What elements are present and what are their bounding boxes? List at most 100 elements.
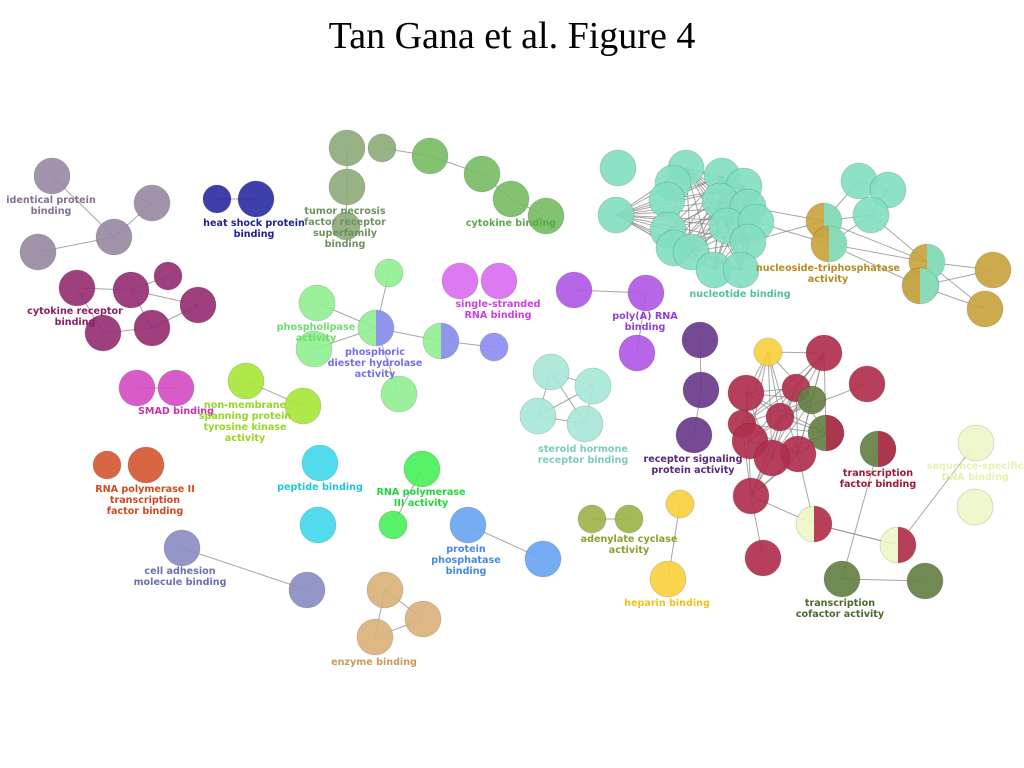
edge — [181, 547, 308, 591]
label-nonmem: non-membrane spanning protein tyrosine kin… — [199, 400, 292, 444]
label-line: binding — [325, 239, 366, 250]
node-nonmem — [284, 387, 322, 425]
label-line: diester hydrolase — [328, 358, 423, 369]
label-tnf: tumor necrosis factor receptor superfamily… — [304, 206, 386, 250]
label-steroid: steroid hormone receptor binding — [538, 444, 629, 466]
node-receptor — [681, 321, 719, 359]
node-tf — [848, 365, 886, 403]
label-phosphodiester: phosphoric diester hydrolase activity — [328, 347, 423, 380]
label-line: binding — [234, 229, 275, 240]
label-line: protein — [446, 544, 486, 555]
node-cytrec — [153, 261, 183, 291]
node-cytokine — [463, 155, 501, 193]
label-line: RNA polymerase II — [95, 484, 195, 495]
node-identical — [95, 218, 133, 256]
label-line: receptor binding — [538, 455, 629, 466]
node-cofactor — [906, 562, 944, 600]
node-tf — [744, 539, 782, 577]
label-line: RNA polymerase — [376, 487, 466, 498]
node-rnapol3 — [403, 450, 441, 488]
node-enzyme — [404, 600, 442, 638]
label-line: non-membrane — [204, 400, 287, 411]
node-polya — [627, 274, 665, 312]
label-polya: poly(A) RNA binding — [612, 311, 678, 333]
label-line: sequence-specific — [927, 461, 1024, 472]
label-line: factor binding — [840, 479, 917, 490]
label-phosphatase: protein phosphatase binding — [431, 544, 501, 577]
label-line: protein activity — [651, 465, 735, 476]
node-ntpase — [974, 251, 1012, 289]
node-nonmem — [227, 362, 265, 400]
node-cytrec — [58, 269, 96, 307]
label-line: activity — [225, 433, 266, 444]
node-steroid — [532, 353, 570, 391]
node-polya — [555, 271, 593, 309]
node-phospholipase — [374, 258, 404, 288]
edge — [897, 442, 977, 546]
node-seqspec — [956, 488, 994, 526]
node-cofactor — [797, 385, 827, 415]
node-nucleotide — [599, 149, 637, 187]
node-heparin — [665, 489, 695, 519]
node-identical — [33, 157, 71, 195]
node-ssrna — [480, 262, 518, 300]
node-cytrec — [112, 271, 150, 309]
label-line: cell adhesion — [144, 566, 215, 577]
node-adenylate — [614, 504, 644, 534]
label-identical: identical protein binding — [6, 195, 96, 217]
node-hsp — [237, 180, 275, 218]
label-line: superfamily — [313, 228, 378, 239]
node-polya — [618, 334, 656, 372]
node-cytokine — [527, 197, 565, 235]
node-identical — [19, 233, 57, 271]
label-cytokine: cytokine binding — [466, 218, 556, 229]
node-smad — [157, 369, 195, 407]
label-line: spanning protein — [199, 411, 292, 422]
label-line: phospholipase — [277, 322, 356, 333]
node-identical — [133, 184, 171, 222]
label-seqspec: sequence-specific DNA binding — [927, 461, 1024, 483]
node-peptide — [301, 444, 339, 482]
node-ntpase — [901, 267, 939, 305]
node-phospholipase — [357, 309, 395, 347]
label-heparin: heparin binding — [624, 598, 710, 609]
label-line: enzyme binding — [331, 657, 417, 668]
node-cofactor — [859, 430, 897, 468]
label-line: binding — [625, 322, 666, 333]
label-adenylate: adenylate cyclase activity — [581, 534, 678, 556]
node-tnf — [367, 133, 397, 163]
label-line: adenylate cyclase — [581, 534, 678, 545]
node-tnf — [328, 168, 366, 206]
label-line: activity — [808, 274, 849, 285]
label-line: RNA binding — [464, 310, 531, 321]
label-line: identical protein — [6, 195, 96, 206]
node-tnf — [331, 211, 361, 241]
node-ssrna — [441, 262, 479, 300]
node-steroid — [566, 405, 604, 443]
node-cofactor — [807, 414, 845, 452]
node-nucleotide — [597, 196, 635, 234]
label-ssrna: single-stranded RNA binding — [455, 299, 540, 321]
label-rnapol2: RNA polymerase II transcription factor bin… — [95, 484, 195, 517]
label-line: receptor signaling — [644, 454, 743, 465]
node-cytokine — [411, 137, 449, 175]
label-line: transcription — [805, 598, 875, 609]
edge — [841, 448, 879, 580]
label-line: factor receptor — [304, 217, 386, 228]
node-rnapol2 — [92, 450, 122, 480]
label-line: molecule binding — [134, 577, 227, 588]
label-line: binding — [446, 566, 487, 577]
label-adhesion: cell adhesion molecule binding — [134, 566, 227, 588]
label-line: transcription — [843, 468, 913, 479]
label-line: activity — [609, 545, 650, 556]
label-line: tumor necrosis — [304, 206, 385, 217]
label-line: nucleotide binding — [689, 289, 790, 300]
figure-title: Tan Gana et al. Figure 4 — [328, 15, 696, 57]
node-tf — [732, 477, 770, 515]
label-tf: transcription factor binding — [840, 468, 917, 490]
node-adhesion — [163, 529, 201, 567]
node-ntpase — [810, 225, 848, 263]
node-cofactor — [823, 560, 861, 598]
node-peptide — [299, 506, 337, 544]
